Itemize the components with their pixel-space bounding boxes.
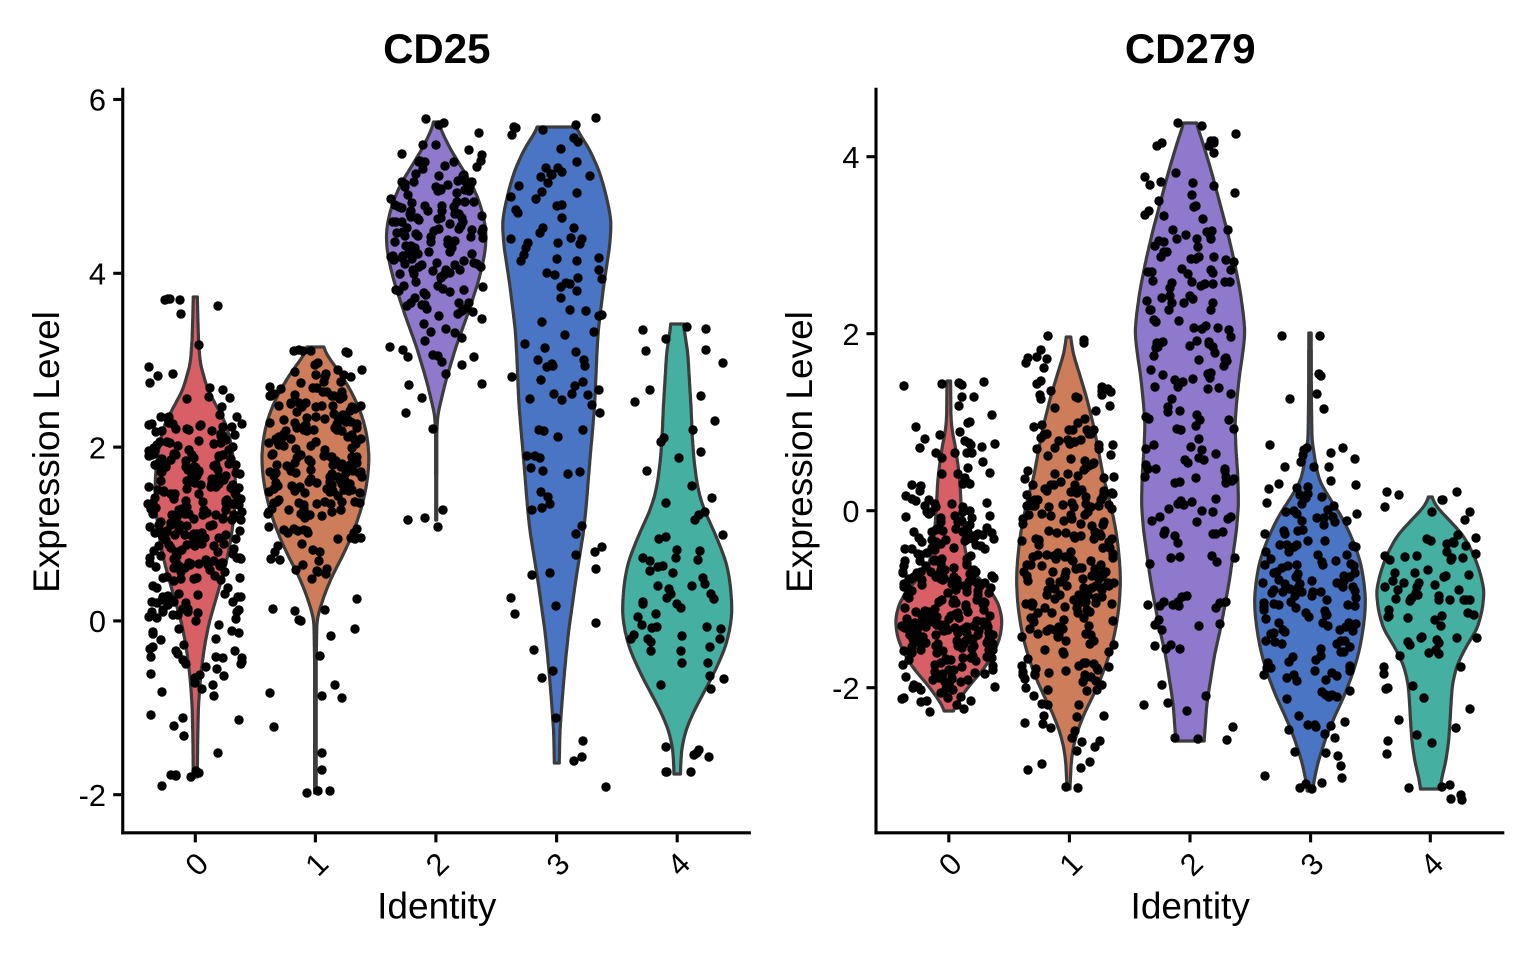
svg-text:CD279: CD279 [1125, 25, 1256, 72]
svg-text:-2: -2 [79, 778, 106, 813]
svg-text:0: 0 [842, 494, 859, 529]
svg-text:6: 6 [89, 83, 106, 118]
svg-text:-2: -2 [832, 671, 859, 706]
svg-text:Expression Level: Expression Level [779, 311, 820, 593]
svg-text:2: 2 [842, 317, 859, 352]
svg-text:4: 4 [89, 257, 106, 292]
svg-text:0: 0 [89, 604, 106, 639]
svg-text:2: 2 [89, 430, 106, 465]
svg-text:Identity: Identity [1131, 886, 1251, 927]
svg-text:4: 4 [842, 140, 859, 175]
svg-text:Expression Level: Expression Level [26, 311, 67, 593]
svg-text:Identity: Identity [377, 886, 497, 927]
svg-text:CD25: CD25 [383, 25, 490, 72]
